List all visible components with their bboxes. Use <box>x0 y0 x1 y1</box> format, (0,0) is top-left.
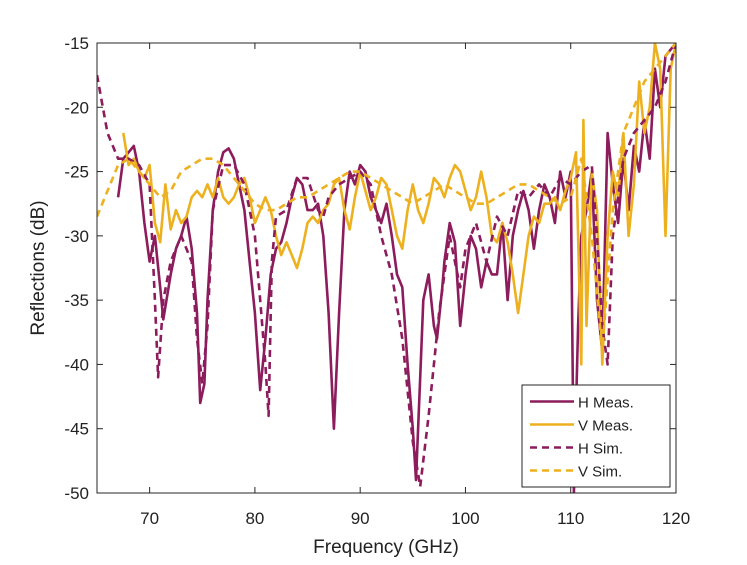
x-tick-label: 70 <box>140 509 159 528</box>
series-line <box>97 43 676 353</box>
series-line <box>122 43 676 366</box>
y-tick-label: -45 <box>64 420 89 439</box>
x-tick-label: 90 <box>351 509 370 528</box>
y-tick-label: -35 <box>64 291 89 310</box>
y-axis-label: Reflections (dB) <box>28 200 49 335</box>
series-line <box>116 43 676 493</box>
legend-label: V Meas. <box>578 418 633 435</box>
axes-box <box>96 42 677 494</box>
y-tick-label: -25 <box>64 163 89 182</box>
y-tick-label: -20 <box>64 98 89 117</box>
y-tick-label: -15 <box>64 34 89 53</box>
legend-label: H Sim. <box>578 441 623 458</box>
x-tick-label: 80 <box>245 509 264 528</box>
y-tick-label: -40 <box>64 355 89 374</box>
x-axis-label: Frequency (GHz) <box>313 537 459 558</box>
y-tick-label: -30 <box>64 227 89 246</box>
x-tick-label: 110 <box>557 509 584 528</box>
legend-label: H Meas. <box>578 395 634 412</box>
x-tick-label: 100 <box>451 509 479 528</box>
legend-label: V Sim. <box>578 464 622 481</box>
plot-lines <box>97 43 676 493</box>
y-tick-label: -50 <box>64 484 89 503</box>
x-tick-label: 120 <box>662 509 690 528</box>
